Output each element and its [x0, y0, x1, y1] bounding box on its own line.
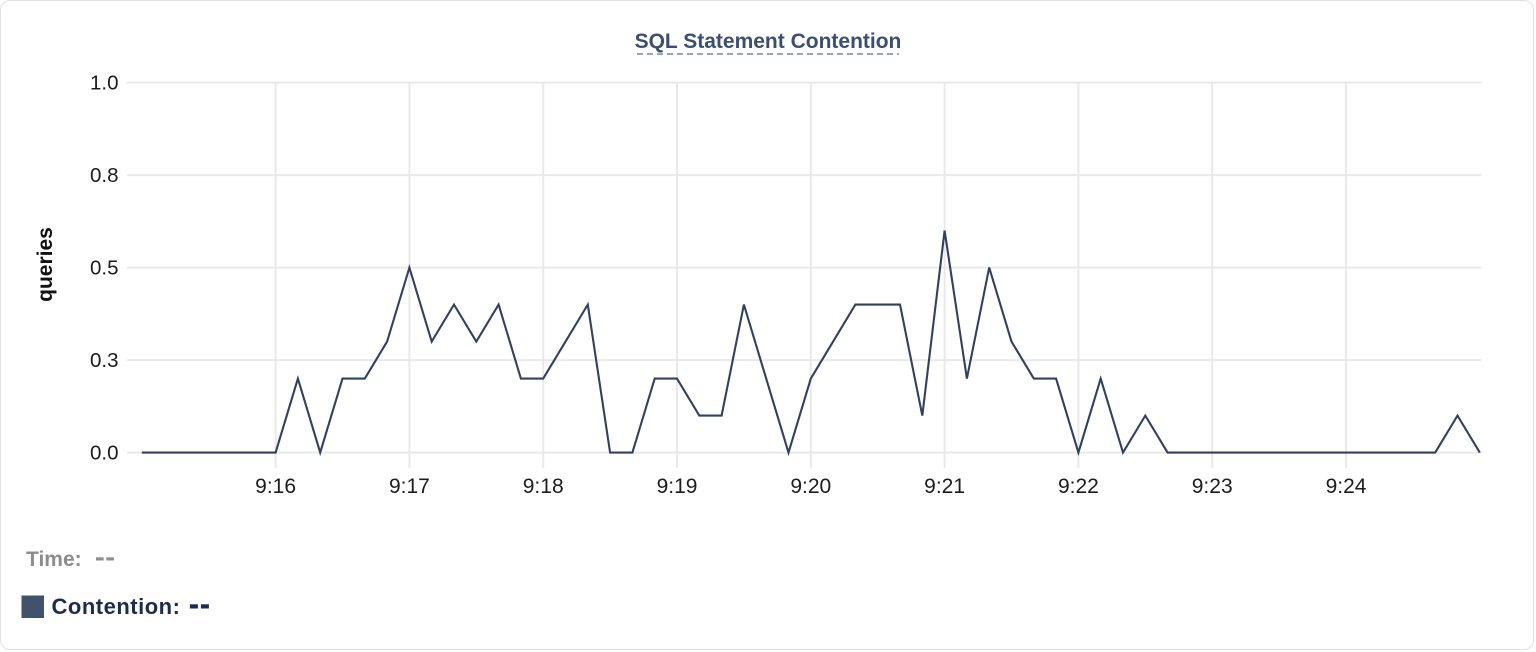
svg-text:9:18: 9:18 — [523, 475, 564, 498]
svg-text:0.0: 0.0 — [90, 442, 119, 465]
svg-text:9:24: 9:24 — [1326, 475, 1367, 498]
svg-text:9:22: 9:22 — [1058, 475, 1099, 498]
svg-text:9:19: 9:19 — [657, 475, 698, 498]
svg-text:Contention:: Contention: — [52, 594, 181, 619]
svg-text:0.8: 0.8 — [90, 164, 119, 187]
svg-text:9:16: 9:16 — [255, 475, 296, 498]
svg-text:9:21: 9:21 — [924, 475, 965, 498]
svg-text:0.5: 0.5 — [90, 257, 119, 280]
svg-text:queries: queries — [34, 227, 57, 302]
svg-text:9:17: 9:17 — [389, 475, 430, 498]
svg-text:0.3: 0.3 — [90, 349, 119, 372]
svg-text:9:20: 9:20 — [790, 475, 831, 498]
svg-text:Time:: Time: — [26, 548, 82, 571]
svg-text:SQL Statement Contention: SQL Statement Contention — [635, 30, 902, 53]
svg-text:9:23: 9:23 — [1192, 475, 1233, 498]
svg-text:1.0: 1.0 — [90, 72, 119, 95]
